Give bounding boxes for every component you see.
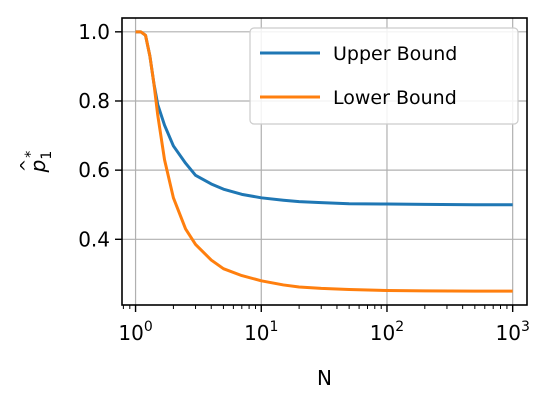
x-tick-label: 102 bbox=[370, 319, 404, 345]
ticks: 100 101 102 103 0.4 0.6 0.8 1.0 bbox=[78, 20, 530, 345]
y-axis-label-hat: ^ bbox=[17, 159, 36, 172]
y-tick-label: 1.0 bbox=[78, 20, 110, 44]
plot-frame bbox=[121, 17, 528, 306]
y-axis-label: p1*^ bbox=[17, 151, 55, 174]
x-tick-label: 101 bbox=[244, 319, 278, 345]
series-line-2 bbox=[135, 30, 513, 293]
legend-label-2: Lower Bound bbox=[333, 87, 457, 109]
y-tick-label: 0.6 bbox=[78, 158, 110, 182]
y-tick-label: 0.4 bbox=[78, 227, 110, 251]
y-tick-label: 0.8 bbox=[78, 89, 110, 113]
series-lines bbox=[135, 30, 513, 293]
legend: Upper Bound Lower Bound bbox=[249, 27, 519, 125]
x-tick-label: 103 bbox=[495, 319, 529, 345]
x-tick-label: 100 bbox=[118, 319, 152, 345]
legend-label-1: Upper Bound bbox=[333, 43, 457, 65]
x-axis-label: N bbox=[317, 366, 332, 390]
y-axis-label-text: p1* bbox=[23, 151, 55, 174]
